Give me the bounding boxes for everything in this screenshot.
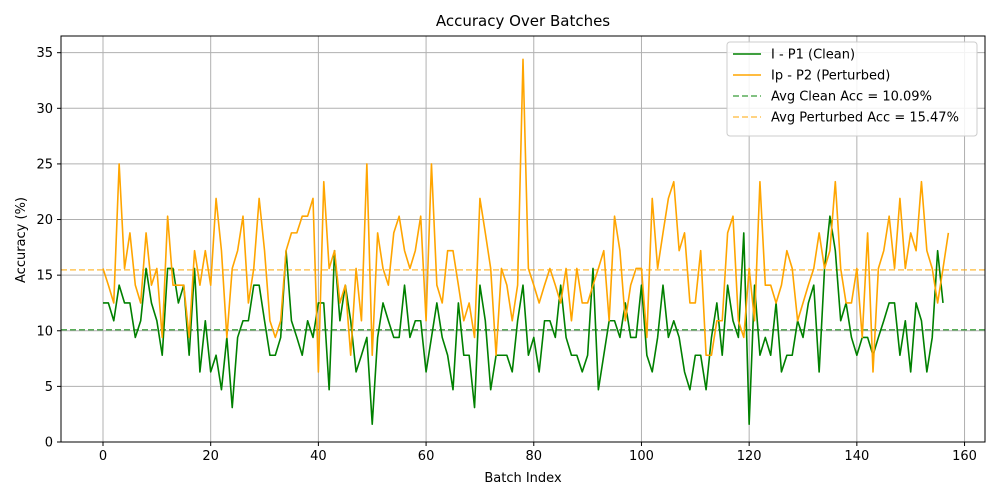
reference-lines [61, 269, 985, 331]
y-tick-label: 15 [36, 269, 53, 284]
x-tick-label: 80 [525, 449, 542, 464]
y-tick-label: 5 [45, 380, 53, 395]
x-tick-label: 40 [310, 449, 327, 464]
legend-label: Avg Clean Acc = 10.09% [771, 90, 932, 105]
legend-label: Ip - P2 (Perturbed) [771, 69, 890, 84]
y-tick-label: 10 [36, 324, 53, 339]
legend-box [726, 41, 978, 137]
y-tick-label: 0 [45, 436, 53, 451]
legend-label: Avg Perturbed Acc = 15.47% [771, 111, 959, 126]
x-axis-title: Batch Index [484, 471, 562, 486]
x-tick-label: 120 [737, 449, 762, 464]
legend: I - P1 (Clean) Ip - P2 (Perturbed) Avg Cle… [726, 41, 978, 137]
y-tick-label: 25 [36, 157, 53, 172]
x-tick-label: 140 [844, 449, 869, 464]
legend-label: I - P1 (Clean) [771, 48, 855, 63]
plot-frame [60, 35, 986, 443]
series-line [102, 58, 950, 373]
y-axis-ticks: 0 5 10 15 20 25 30 35 [36, 46, 61, 451]
y-tick-label: 30 [36, 102, 53, 117]
x-tick-label: 0 [99, 449, 107, 464]
y-tick-label: 20 [36, 213, 53, 228]
x-tick-label: 60 [418, 449, 435, 464]
series-line [103, 215, 944, 426]
x-axis-ticks: 0 20 40 60 80 100 120 140 160 [99, 442, 977, 464]
chart-title: Accuracy Over Batches [436, 12, 610, 30]
y-axis-title: Accuracy (%) [14, 197, 29, 283]
x-tick-label: 160 [952, 449, 977, 464]
y-tick-label: 35 [36, 46, 53, 61]
x-tick-label: 100 [629, 449, 654, 464]
series-lines [102, 58, 950, 426]
x-tick-label: 20 [202, 449, 219, 464]
